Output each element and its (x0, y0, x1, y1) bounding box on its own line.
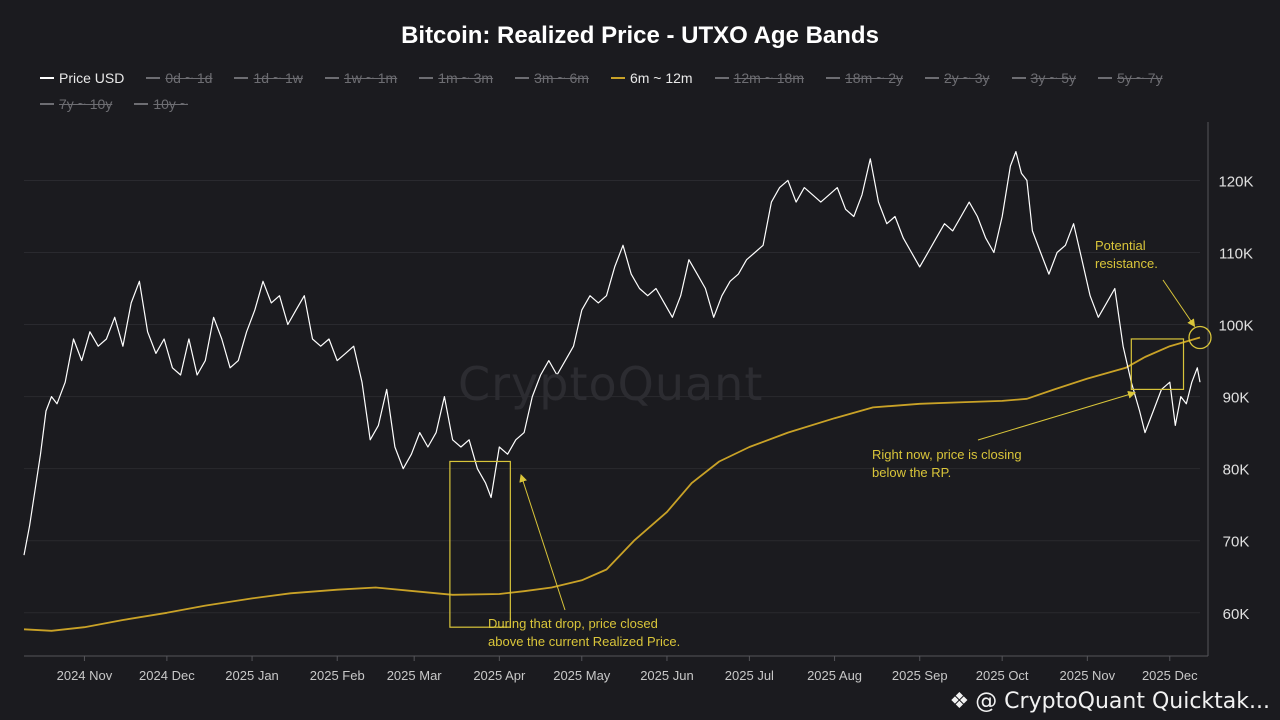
y-tick-label: 60K (1223, 606, 1250, 623)
legend-item[interactable]: 18m ~ 2y (826, 67, 903, 89)
annotation-arrow (977, 390, 1136, 441)
legend-item[interactable]: 0d ~ 1d (146, 67, 212, 89)
legend-item[interactable]: 12m ~ 18m (714, 67, 805, 89)
legend-swatch (40, 103, 54, 105)
x-tick-label: 2025 Feb (310, 668, 365, 683)
legend-label: 1w ~ 1m (343, 70, 398, 86)
legend-item[interactable]: 10y ~ (134, 93, 188, 115)
legend-label: 5y ~ 7y (1117, 70, 1163, 86)
legend-label: 2y ~ 3y (944, 70, 990, 86)
highlight-circle (1188, 325, 1212, 350)
legend-label: 0d ~ 1d (165, 70, 213, 86)
legend-label: 1d ~ 1w (253, 70, 303, 86)
x-tick-label: 2025 Apr (473, 668, 526, 683)
chart-legend: Price USD 0d ~ 1d 1d ~ 1w 1w ~ 1m 1m ~ 3m 3m … (40, 63, 1260, 115)
y-tick-label: 70K (1223, 534, 1250, 551)
annotation-resistance-line-1: Potential (1095, 238, 1146, 253)
legend-swatch (40, 77, 54, 79)
legend-swatch (826, 77, 841, 79)
legend-item[interactable]: 1d ~ 1w (234, 67, 303, 89)
x-tick-label: 2024 Dec (139, 668, 195, 683)
annotation-now-line-2: below the RP. (872, 465, 952, 480)
annotation-resistance-line-2: resistance. (1095, 256, 1158, 271)
x-tick-label: 2025 May (553, 668, 611, 683)
legend-item[interactable]: 1w ~ 1m (324, 67, 398, 89)
y-tick-label: 80K (1223, 462, 1250, 479)
x-tick-label: 2025 Oct (976, 668, 1029, 683)
y-tick-label: 120K (1218, 173, 1253, 190)
x-tick-label: 2025 Jul (725, 668, 774, 683)
legend-swatch (134, 103, 149, 105)
y-tick-label: 100K (1218, 318, 1253, 335)
legend-label: 18m ~ 2y (845, 70, 903, 86)
legend-swatch (419, 77, 434, 79)
annotation-now: Right now, price is closing below the RP… (872, 446, 1022, 482)
legend-swatch (925, 77, 939, 79)
y-tick-label: 90K (1223, 390, 1250, 407)
price-usd-line (23, 151, 1201, 556)
annotation-now-line-1: Right now, price is closing (872, 447, 1022, 462)
x-tick-label: 2025 Dec (1142, 668, 1198, 683)
highlight-box (1130, 338, 1185, 390)
annotation-drop-line-2: above the current Realized Price. (488, 634, 681, 649)
x-tick-label: 2025 Mar (387, 668, 443, 683)
legend-item[interactable]: 2y ~ 3y (925, 67, 990, 89)
legend-label: 7y ~ 10y (59, 96, 113, 112)
legend-label: Price USD (59, 70, 125, 86)
annotation-drop: During that drop, price closed above the… (488, 615, 680, 651)
source-credit-text: @ CryptoQuant Quicktak... (975, 689, 1270, 714)
legend-swatch (1098, 77, 1113, 79)
highlight-box (449, 460, 511, 628)
annotation-arrow (1162, 279, 1196, 328)
x-tick-label: 2024 Nov (57, 668, 113, 683)
legend-item[interactable]: 3y ~ 5y (1011, 67, 1077, 89)
legend-swatch (234, 77, 249, 79)
legend-item[interactable]: 3m ~ 6m (515, 67, 589, 89)
realized-price-6m-12m-line (23, 336, 1201, 632)
x-tick-label: 2025 Sep (892, 668, 948, 683)
legend-item[interactable]: 1m ~ 3m (419, 67, 493, 89)
legend-item[interactable]: 5y ~ 7y (1098, 67, 1163, 89)
legend-item[interactable]: Price USD (40, 67, 124, 89)
annotation-arrow (519, 473, 566, 611)
legend-swatch (714, 77, 729, 79)
legend-swatch (515, 77, 530, 79)
y-tick-label: 110K (1219, 245, 1253, 262)
source-credit[interactable]: ❖ @ CryptoQuant Quicktak... (949, 689, 1270, 714)
chart-title: Bitcoin: Realized Price - UTXO Age Bands (401, 22, 879, 49)
legend-label: 1m ~ 3m (438, 70, 494, 86)
legend-swatch (610, 77, 625, 79)
legend-item[interactable]: 7y ~ 10y (40, 93, 112, 115)
legend-swatch (324, 77, 339, 79)
legend-label: 10y ~ (153, 96, 188, 112)
binance-square-icon: ❖ (949, 689, 970, 714)
watermark: CryptoQuant (458, 357, 764, 411)
legend-label: 3y ~ 5y (1030, 70, 1077, 86)
x-tick-label: 2025 Jun (640, 668, 694, 683)
legend-label: 6m ~ 12m (629, 70, 693, 86)
x-tick-label: 2025 Jan (225, 668, 279, 683)
annotation-resistance: Potential resistance. (1095, 237, 1158, 273)
legend-label: 3m ~ 6m (534, 70, 589, 86)
annotation-drop-line-1: During that drop, price closed (488, 616, 658, 631)
legend-swatch (1011, 77, 1026, 79)
legend-swatch (146, 77, 161, 79)
x-tick-label: 2025 Nov (1060, 668, 1116, 683)
legend-item[interactable]: 6m ~ 12m (610, 67, 693, 89)
x-tick-label: 2025 Aug (807, 668, 862, 683)
legend-label: 12m ~ 18m (733, 70, 805, 86)
